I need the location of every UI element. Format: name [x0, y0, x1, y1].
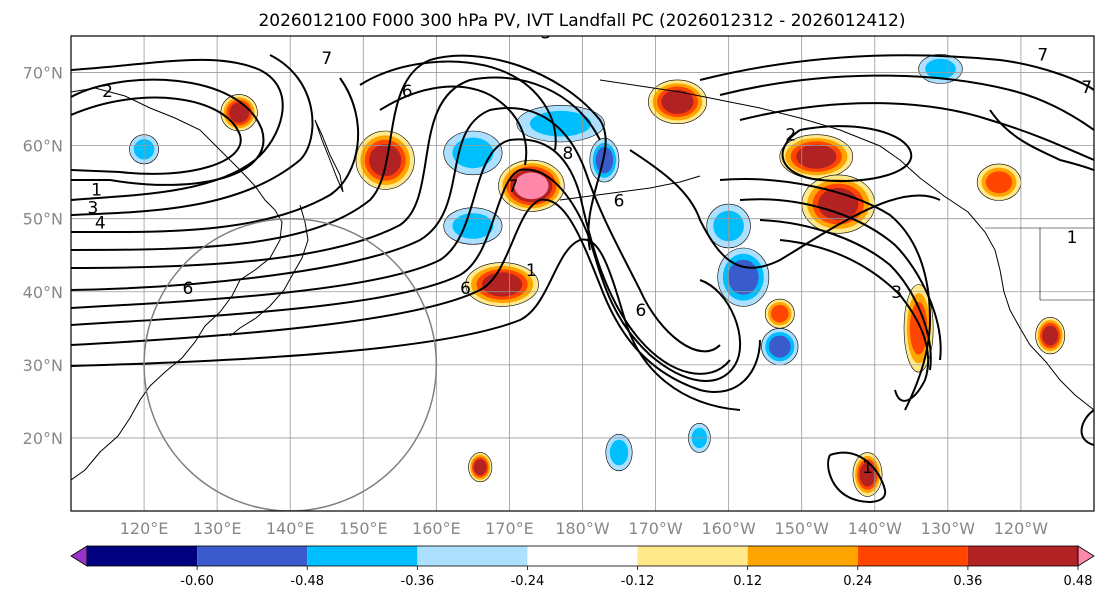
contour-label: 1: [862, 458, 873, 478]
pc-blob-18-level-3: [1042, 325, 1059, 346]
colorbar-tick-label: 0.24: [843, 574, 872, 589]
contour-label: 7: [321, 49, 332, 69]
lat-lon-gridlines: [71, 36, 1094, 511]
pc-blob-10-level-2: [728, 259, 759, 295]
contour-label: 3: [88, 199, 99, 219]
contour-label: 4: [95, 213, 106, 233]
contour-label: 7: [1081, 78, 1092, 98]
colorbar-swatch: [967, 546, 1078, 566]
colorbar-tick-label: -0.36: [401, 574, 435, 589]
pc-blob-21-level-1: [609, 439, 629, 466]
colorbar-tick-label: -0.12: [621, 574, 655, 589]
lon-tick-label: 170°W: [628, 519, 683, 538]
pc-blob-7-level-2: [595, 147, 614, 174]
colorbar-swatch: [417, 546, 528, 566]
colorbar-extend-high: [1077, 545, 1095, 567]
colorbar-swatch: [527, 546, 638, 566]
colorbar-swatch: [197, 546, 308, 566]
contour-label: 6: [614, 191, 625, 211]
lon-tick-label: 120°W: [994, 519, 1049, 538]
pc-blob-4-level-3: [482, 272, 523, 297]
region-circle: [143, 217, 438, 511]
contour-label: 8: [562, 144, 573, 164]
colorbar-tick-label: 0.48: [1064, 574, 1093, 589]
contour-label: 6: [183, 279, 194, 299]
contour-label: 3: [891, 283, 902, 303]
contour-label: 7: [508, 177, 519, 197]
lon-tick-label: 180°W: [555, 519, 610, 538]
lon-tick-label: 170°E: [485, 519, 534, 538]
pc-blob-17-level-2: [985, 171, 1013, 194]
colorbar-tick-label: -0.48: [290, 574, 324, 589]
contour-label: 6: [636, 301, 647, 321]
colorbar: -0.60 -0.48 -0.36 -0.24 -0.12 0.12 0.24 0.36 0.4…: [70, 545, 1095, 589]
pc-blob-12-level-3: [796, 144, 837, 169]
map-frame: [70, 35, 1095, 512]
contour-label: 2: [102, 82, 113, 102]
colorbar-frame: [86, 545, 1079, 567]
colorbar-tick-label: 0.12: [733, 574, 762, 589]
contour-label: 2: [785, 126, 796, 146]
colorbar-swatch: [637, 546, 748, 566]
lat-tick-label: 60°N: [23, 137, 63, 156]
pc-blob-11-level-2: [768, 335, 791, 358]
lat-tick-label: 30°N: [23, 356, 63, 375]
lon-tick-label: 150°W: [775, 519, 830, 538]
colorbar-swatch: [307, 546, 418, 566]
coast-aleutians: [559, 175, 701, 201]
pc-blob-14-level-3: [859, 462, 876, 487]
lon-tick-label: 160°W: [701, 519, 756, 538]
coast-canada-border: [985, 227, 1094, 301]
lon-tick-label: 150°E: [339, 519, 388, 538]
pc-blob-8-level-3: [661, 89, 694, 114]
contour-label: 1: [526, 261, 537, 281]
lon-tick-label: 140°W: [848, 519, 903, 538]
contour-label: 6: [402, 82, 413, 102]
pv-contours: [71, 54, 1094, 503]
contour-label: 1: [1067, 228, 1078, 248]
lon-tick-label: 130°E: [193, 519, 242, 538]
colorbar-swatch: [87, 546, 198, 566]
pc-blob-0-level-3: [229, 102, 250, 123]
coast-kamchatka: [314, 119, 344, 193]
lon-tick-label: 120°E: [120, 519, 169, 538]
colorbar-tick-label: 0.36: [953, 574, 982, 589]
pc-blob-16-level-1: [925, 58, 956, 80]
contour-label: 1: [91, 180, 102, 200]
contour-label: 7: [1037, 45, 1048, 65]
pc-blob-5-level-4: [514, 172, 549, 200]
figure-title: 2026012100 F000 300 hPa PV, IVT Landfall…: [258, 11, 905, 31]
colorbar-extend-low: [70, 545, 88, 567]
colorbar-swatch: [857, 546, 968, 566]
contour-label: 3: [541, 23, 552, 43]
lon-tick-label: 140°E: [266, 519, 315, 538]
lon-tick-label: 130°W: [921, 519, 976, 538]
colorbar-tick-label: -0.24: [511, 574, 545, 589]
pc-blob-22-level-3: [473, 459, 487, 476]
coast-asia-mainland: [71, 87, 283, 481]
longitude-tick-labels: 120°E 130°E 140°E 150°E 160°E 170°E 180°W 170°W…: [120, 519, 1049, 538]
lat-tick-label: 20°N: [23, 429, 63, 448]
contour-label: 6: [460, 279, 471, 299]
coast-alaska: [599, 79, 1094, 411]
lon-tick-label: 160°E: [412, 519, 461, 538]
lat-tick-label: 40°N: [23, 283, 63, 302]
latitude-tick-labels: 20°N 30°N 40°N 50°N 60°N 70°N: [23, 64, 63, 448]
pc-blob-1-level-3: [369, 144, 402, 177]
lat-tick-label: 50°N: [23, 210, 63, 229]
colorbar-swatch: [747, 546, 858, 566]
lat-tick-label: 70°N: [23, 64, 63, 83]
pc-blob-19-level-2: [771, 304, 789, 323]
colorbar-tick-label: -0.60: [180, 574, 214, 589]
